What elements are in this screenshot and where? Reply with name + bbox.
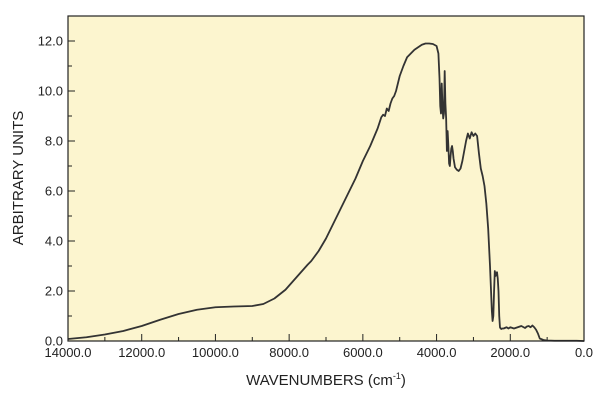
plot-frame [67, 15, 585, 342]
x-tick-label: 12000.0 [118, 345, 165, 360]
x-tick-label: 0.0 [575, 345, 593, 360]
x-tick-label: 2000.0 [490, 345, 530, 360]
y-tick-label: 0.0 [45, 334, 63, 349]
y-tick-label: 4.0 [45, 234, 63, 249]
x-tick-label: 10000.0 [192, 345, 239, 360]
y-tick-label: 2.0 [45, 284, 63, 299]
y-tick-label: 12.0 [38, 34, 63, 49]
x-tick-labels: 14000.0 12000.0 10000.0 8000.0 6000.0 4000.0 2… [45, 345, 594, 360]
x-tick-label: 4000.0 [417, 345, 457, 360]
y-tick-label: 6.0 [45, 184, 63, 199]
plot-area [68, 16, 584, 341]
y-tick-label: 10.0 [38, 84, 63, 99]
x-axis-title: WAVENUMBERS (cm-1) [246, 371, 406, 389]
x-tick-label: 8000.0 [269, 345, 309, 360]
axis-ticks [67, 40, 585, 342]
x-tick-label: 6000.0 [343, 345, 383, 360]
x-axis-title-text: WAVENUMBERS (cm [246, 372, 393, 389]
y-tick-label: 8.0 [45, 134, 63, 149]
y-tick-labels: 0.0 2.0 4.0 6.0 8.0 10.0 12.0 [38, 34, 63, 349]
x-tick-label: 14000.0 [45, 345, 92, 360]
x-axis-title-superscript: -1 [393, 371, 401, 381]
x-axis-title-close: ) [401, 372, 406, 389]
series-line-spectrum [67, 42, 585, 342]
y-axis-title: ARBITRARY UNITS [10, 111, 27, 245]
